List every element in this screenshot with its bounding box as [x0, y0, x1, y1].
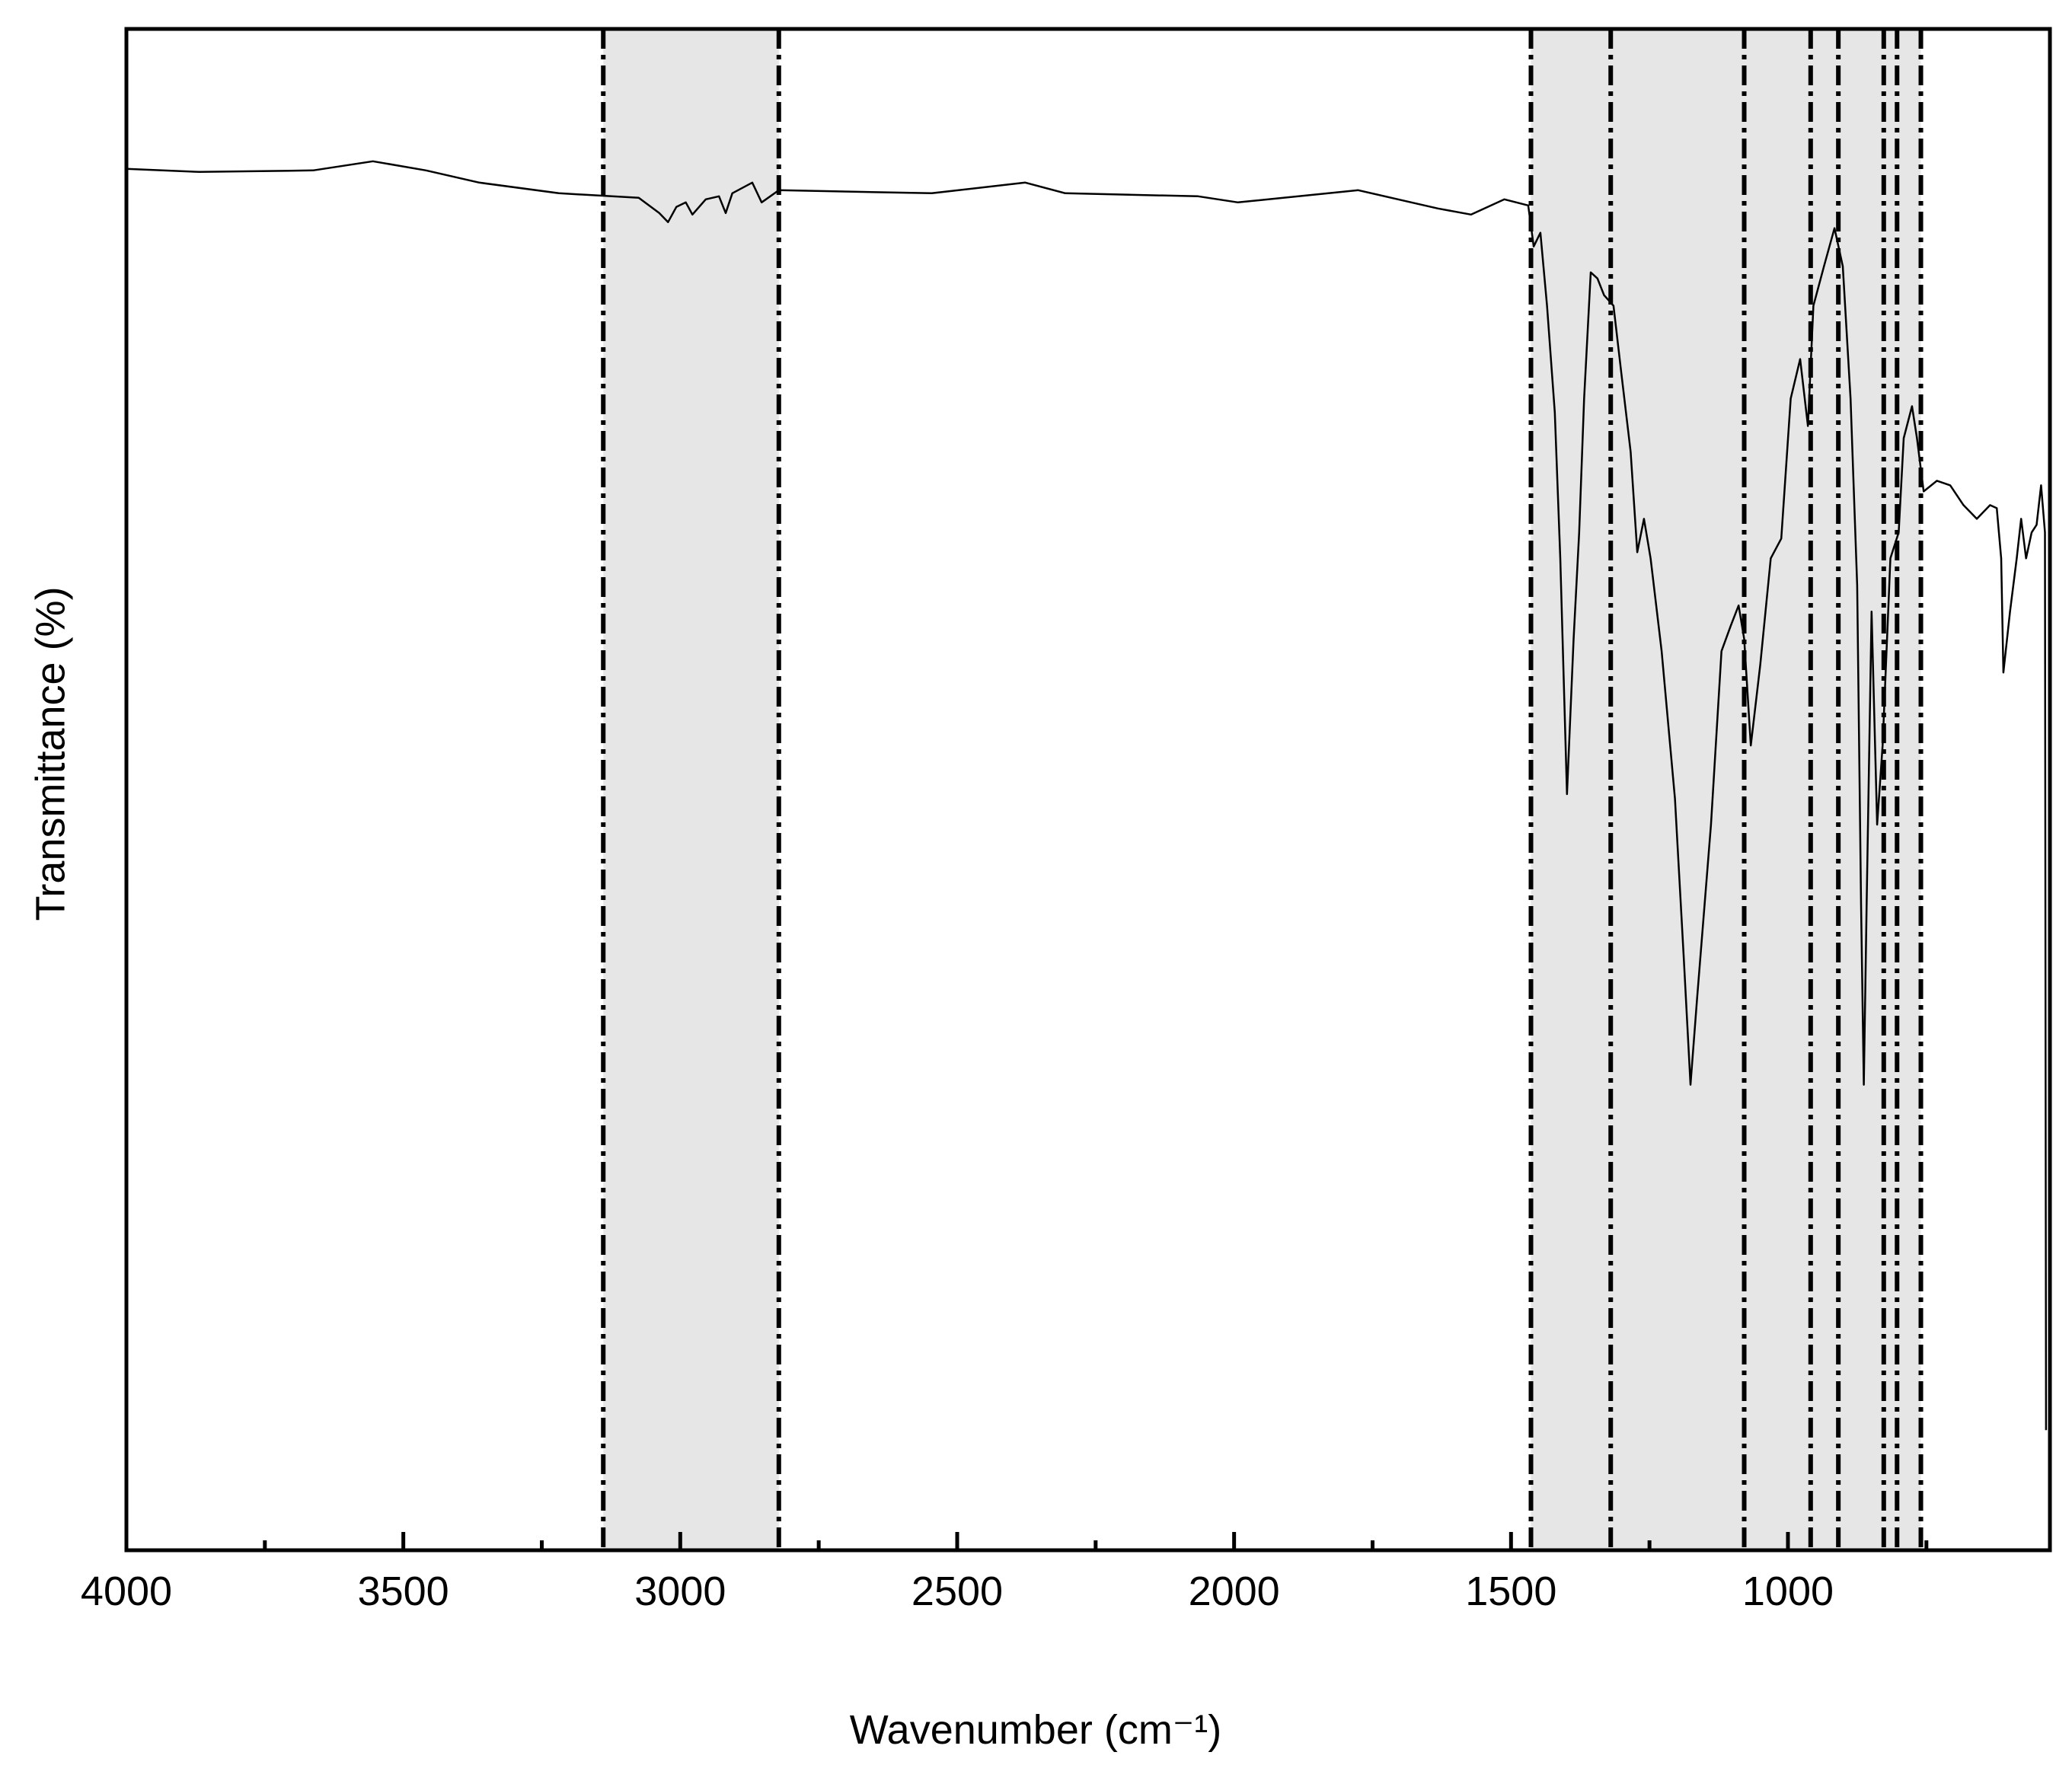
x-tick-label: 1500: [1465, 1569, 1556, 1614]
shaded-region: [603, 29, 779, 1550]
x-tick-label: 3500: [358, 1569, 449, 1614]
x-tick-label: 2000: [1189, 1569, 1280, 1614]
x-tick-label: 4000: [81, 1569, 172, 1614]
x-tick-label: 1000: [1742, 1569, 1834, 1614]
spectrum-line: [126, 160, 2048, 1431]
x-axis-title: Wavenumber (cm⁻¹): [850, 1707, 1222, 1753]
y-axis-title: Transmittance (%): [27, 586, 73, 921]
shaded-region: [1531, 29, 1921, 1550]
plot-frame: [124, 27, 2052, 1553]
x-tick-label: 2500: [911, 1569, 1003, 1614]
x-tick-label: 3000: [634, 1569, 726, 1614]
